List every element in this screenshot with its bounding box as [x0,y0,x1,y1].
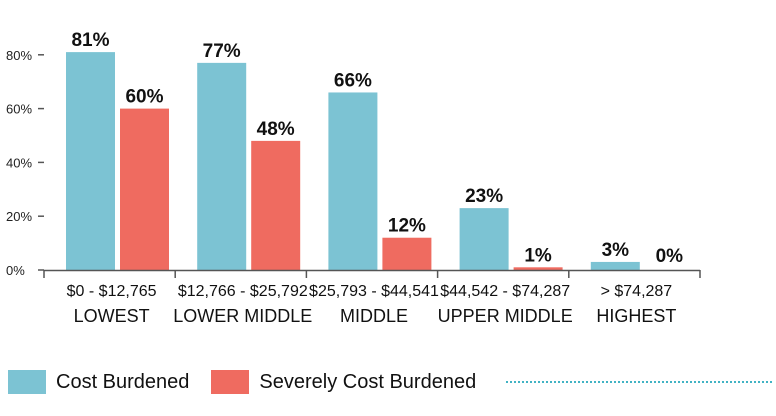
data-label: 81% [71,30,109,51]
data-label: 23% [465,186,503,207]
legend-swatch-cost-burdened [8,370,46,394]
bar [66,52,115,270]
legend-label-cost-burdened: Cost Burdened [56,370,190,393]
y-tick-label: 40% [6,155,32,170]
data-label: 3% [602,240,630,261]
x-category-name-label: LOWER MIDDLE [173,306,312,326]
bar [459,208,509,270]
bar [590,261,640,270]
data-label: 12% [388,216,426,237]
data-label: 0% [656,246,684,267]
data-label: 48% [257,119,295,140]
legend-item-cost-burdened: Cost Burdened [8,370,189,394]
bar [251,140,301,270]
data-label: 77% [203,41,241,62]
dotted-divider [506,381,772,383]
legend-swatch-severely-cost-burdened [211,370,250,394]
x-category-name-label: UPPER MIDDLE [438,306,573,326]
y-tick-label: 60% [6,102,32,117]
x-category-range-label: $44,542 - $74,287 [440,283,570,300]
bar [120,108,169,270]
bar [328,92,378,271]
x-category-range-label: > $74,287 [601,283,673,300]
x-category-range-label: $25,793 - $44,541 [309,283,439,300]
x-category-range-label: $0 - $12,765 [67,283,157,300]
x-category-name-label: HIGHEST [596,306,676,326]
legend-item-severely-cost-burdened: Severely Cost Burdened [211,370,476,394]
bar [197,62,247,271]
y-tick-label: 80% [6,48,32,63]
x-category-range-label: $12,766 - $25,792 [178,283,308,300]
x-category-name-label: MIDDLE [340,306,408,326]
bar [382,237,432,270]
data-label: 1% [524,245,552,266]
x-category-name-label: LOWEST [74,306,150,326]
data-label: 66% [334,70,372,91]
bar-chart: 0% 20% 40% 60% 80% 81% 77% 66% 23% 3% 60% 48% 12% 1% 0… [6,30,701,326]
legend-label-severely-cost-burdened: Severely Cost Burdened [259,370,477,393]
chart-legend: Cost Burdened Severely Cost Burdened [8,368,776,396]
data-label: 60% [125,87,163,108]
bar [513,267,563,270]
y-tick-label: 20% [6,209,32,224]
y-tick-label: 0% [6,263,25,278]
